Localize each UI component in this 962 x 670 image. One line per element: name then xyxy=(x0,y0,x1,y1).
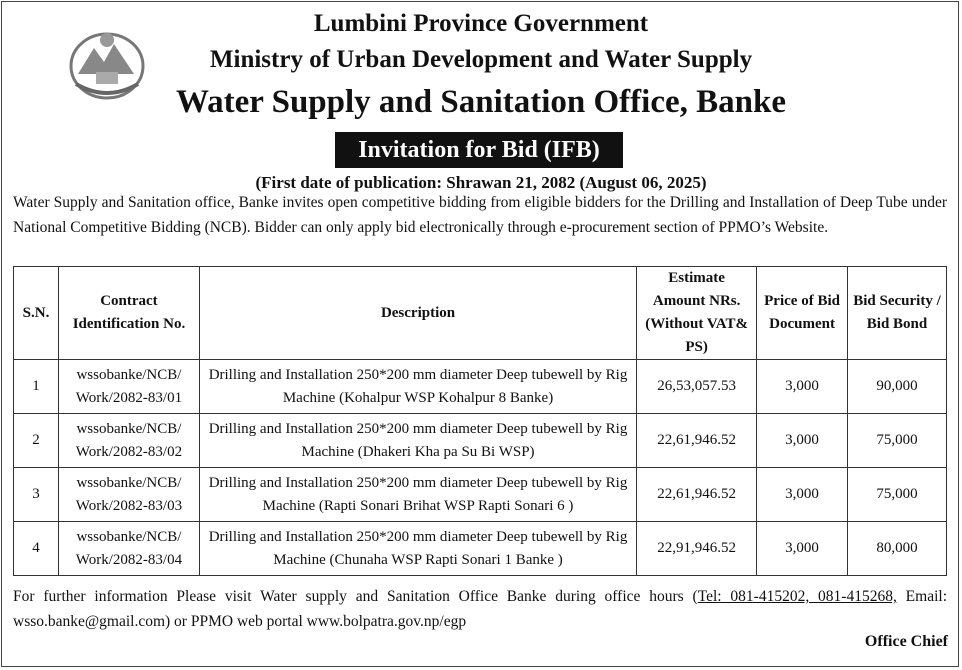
footer-text: For further information Please visit Wat… xyxy=(13,588,698,605)
cell-line: Work/2082-83/04 xyxy=(75,551,183,568)
cell-line: wssobanke/NCB/ xyxy=(76,528,182,545)
table-row: 1 wssobanke/NCB/Work/2082-83/01 Drilling a… xyxy=(13,359,947,414)
table-cell: 1 xyxy=(13,359,59,414)
header-line: Ministry of Urban Development and Water … xyxy=(209,46,753,73)
table-cell: wssobanke/NCB/Work/2082-83/02 xyxy=(57,413,200,468)
table-cell: 75,000 xyxy=(847,467,947,522)
column-header: Description xyxy=(198,266,638,360)
column-header: Contract Identification No. xyxy=(57,266,200,360)
table-cell: 3,000 xyxy=(756,521,849,576)
footer-text: Email: wsso.banke@gmail.com) or PPMO web… xyxy=(13,588,948,630)
table-cell: wssobanke/NCB/Work/2082-83/03 xyxy=(57,467,200,522)
cell-line: Work/2082-83/02 xyxy=(75,443,183,460)
header-line: Lumbini Province Government xyxy=(313,10,649,37)
table-row: 3 wssobanke/NCB/Work/2082-83/03 Drilling a… xyxy=(13,467,947,522)
table-cell: 22,61,946.52 xyxy=(636,413,758,468)
table-cell: 90,000 xyxy=(847,359,947,414)
phone: Tel: 081-415202, 081-415268, xyxy=(697,588,897,605)
table-cell: 3,000 xyxy=(756,467,849,522)
table-cell: 4 xyxy=(13,521,59,576)
table-cell: Drilling and Installation 250*200 mm dia… xyxy=(198,467,638,522)
table-cell: Drilling and Installation 250*200 mm dia… xyxy=(198,521,638,576)
table-cell: 26,53,057.53 xyxy=(636,359,758,414)
table-cell: 3,000 xyxy=(756,359,849,414)
table-cell: wssobanke/NCB/Work/2082-83/01 xyxy=(57,359,200,414)
publication-date: (First date of publication: Shrawan 21, … xyxy=(255,173,707,192)
cell-line: wssobanke/NCB/ xyxy=(76,420,182,437)
table-cell: Drilling and Installation 250*200 mm dia… xyxy=(198,413,638,468)
table-row: 2 wssobanke/NCB/Work/2082-83/02 Drilling a… xyxy=(13,413,947,468)
table-cell: 80,000 xyxy=(847,521,947,576)
table-cell: 3 xyxy=(13,467,59,522)
cell-line: wssobanke/NCB/ xyxy=(76,474,182,491)
cell-line: Work/2082-83/01 xyxy=(75,389,183,406)
footer-text: For further information Please visit Wat… xyxy=(13,584,947,634)
banner: Invitation for Bid (IFB) xyxy=(335,132,623,168)
table-cell: Drilling and Installation 250*200 mm dia… xyxy=(198,359,638,414)
emblem xyxy=(69,32,145,100)
column-header: Estimate Amount NRs. (Without VAT& PS) xyxy=(636,266,758,360)
bid-table: S.N. Contract Identification No. Descripti… xyxy=(13,266,947,576)
table-row: 4 wssobanke/NCB/Work/2082-83/04 Drilling a… xyxy=(13,521,947,576)
table-cell: 3,000 xyxy=(756,413,849,468)
column-header: Bid Security / Bid Bond xyxy=(847,266,947,360)
signature: Office Chief xyxy=(864,633,948,650)
table-cell: wssobanke/NCB/Work/2082-83/04 xyxy=(57,521,200,576)
cell-line: Work/2082-83/03 xyxy=(75,497,183,514)
cell-line: wssobanke/NCB/ xyxy=(76,366,182,383)
intro: Water Supply and Sanitation office, Bank… xyxy=(13,194,947,236)
office-title: Water Supply and Sanitation Office, Bank… xyxy=(175,84,786,120)
table-cell: 75,000 xyxy=(847,413,947,468)
column-header: S.N. xyxy=(13,266,59,360)
header-row: S.N. Contract Identification No. Descripti… xyxy=(13,266,947,360)
column-header: Price of Bid Document xyxy=(756,266,849,360)
table-cell: 22,61,946.52 xyxy=(636,467,758,522)
table-cell: 22,91,946.52 xyxy=(636,521,758,576)
table-cell: 2 xyxy=(13,413,59,468)
